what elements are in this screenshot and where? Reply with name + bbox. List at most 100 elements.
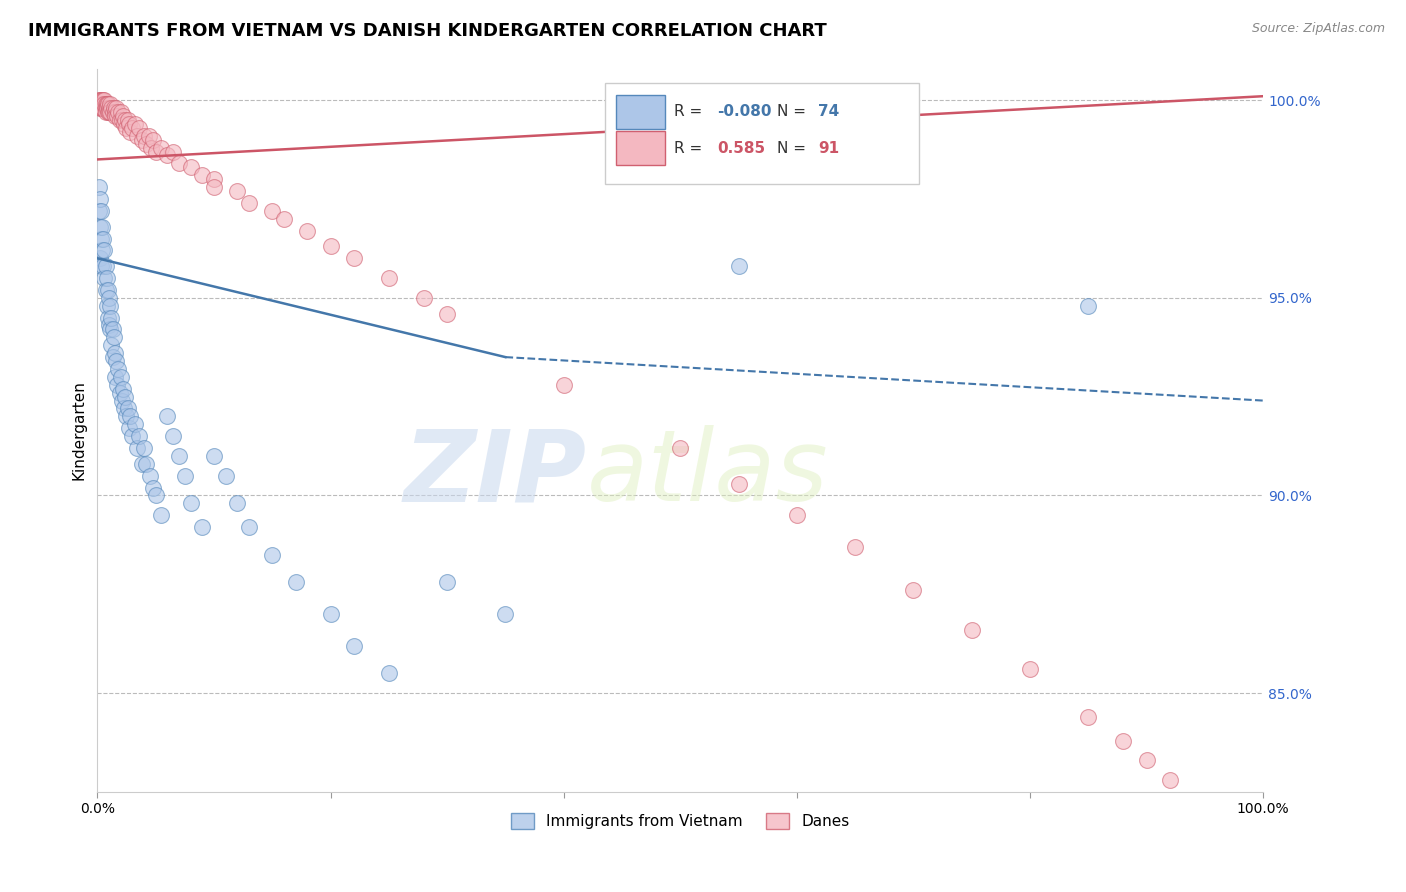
Point — [111, 393, 134, 408]
Point — [90, 259, 112, 273]
Point — [238, 520, 260, 534]
Point — [214, 468, 236, 483]
Point — [135, 457, 157, 471]
Point — [1251, 844, 1274, 858]
Point — [191, 520, 214, 534]
Point — [108, 112, 131, 127]
Point — [104, 346, 127, 360]
Point — [145, 488, 167, 502]
Point — [105, 109, 128, 123]
Point — [156, 409, 179, 424]
Text: 0.585: 0.585 — [717, 141, 766, 155]
Point — [180, 496, 202, 510]
Point — [90, 231, 112, 245]
Point — [98, 299, 121, 313]
Point — [115, 120, 138, 135]
Point — [202, 449, 225, 463]
Point — [1194, 797, 1216, 811]
Y-axis label: Kindergarten: Kindergarten — [72, 380, 86, 480]
Point — [91, 244, 114, 258]
Point — [97, 283, 120, 297]
Point — [104, 105, 127, 120]
Point — [844, 540, 866, 554]
Point — [114, 390, 136, 404]
Point — [128, 120, 150, 135]
Point — [262, 548, 284, 562]
Point — [132, 128, 155, 143]
Point — [101, 105, 124, 120]
Point — [90, 203, 112, 218]
Point — [89, 93, 111, 107]
Point — [167, 449, 190, 463]
Text: Source: ZipAtlas.com: Source: ZipAtlas.com — [1251, 22, 1385, 36]
Point — [121, 429, 143, 443]
Text: N =: N = — [778, 104, 811, 120]
Point — [124, 417, 146, 432]
Point — [124, 117, 146, 131]
Point — [145, 145, 167, 159]
Point — [97, 97, 120, 112]
Point — [91, 259, 114, 273]
Point — [139, 140, 162, 154]
Point — [118, 125, 141, 139]
Text: atlas: atlas — [588, 425, 828, 522]
Point — [669, 441, 692, 455]
Point — [96, 101, 118, 115]
Point — [117, 112, 139, 127]
Point — [97, 310, 120, 325]
Point — [132, 441, 155, 455]
FancyBboxPatch shape — [616, 131, 665, 165]
Point — [89, 219, 111, 234]
Point — [87, 203, 110, 218]
Point — [98, 105, 121, 120]
Point — [436, 307, 458, 321]
Point — [118, 117, 141, 131]
Point — [115, 409, 138, 424]
Point — [98, 291, 121, 305]
Point — [93, 271, 115, 285]
Point — [378, 666, 401, 681]
Point — [90, 101, 112, 115]
Point — [173, 468, 195, 483]
Point — [98, 318, 121, 333]
Point — [103, 330, 125, 344]
Point — [89, 192, 111, 206]
Point — [118, 421, 141, 435]
Point — [167, 156, 190, 170]
FancyBboxPatch shape — [616, 95, 665, 129]
Point — [87, 93, 110, 107]
Point — [131, 133, 153, 147]
Point — [1159, 773, 1181, 788]
Point — [150, 140, 173, 154]
Point — [319, 239, 342, 253]
Point — [91, 97, 114, 112]
Point — [112, 117, 135, 131]
Point — [103, 101, 125, 115]
Point — [378, 271, 401, 285]
Point — [91, 231, 114, 245]
Point — [100, 310, 122, 325]
Text: N =: N = — [778, 141, 811, 155]
Point — [105, 354, 128, 368]
Point — [98, 322, 121, 336]
Point — [93, 244, 115, 258]
Text: 74: 74 — [818, 104, 839, 120]
Point — [94, 259, 117, 273]
Point — [727, 259, 749, 273]
Point — [436, 575, 458, 590]
Point — [960, 623, 983, 637]
Point — [98, 105, 121, 120]
Point — [343, 252, 366, 266]
Point — [343, 639, 366, 653]
Point — [94, 101, 117, 115]
Point — [142, 481, 165, 495]
Point — [238, 195, 260, 210]
Point — [108, 385, 131, 400]
Point — [553, 377, 575, 392]
Text: IMMIGRANTS FROM VIETNAM VS DANISH KINDERGARTEN CORRELATION CHART: IMMIGRANTS FROM VIETNAM VS DANISH KINDER… — [28, 22, 827, 40]
Point — [1077, 710, 1099, 724]
Point — [1019, 662, 1042, 676]
Point — [162, 145, 184, 159]
Point — [105, 101, 128, 115]
Point — [101, 322, 124, 336]
